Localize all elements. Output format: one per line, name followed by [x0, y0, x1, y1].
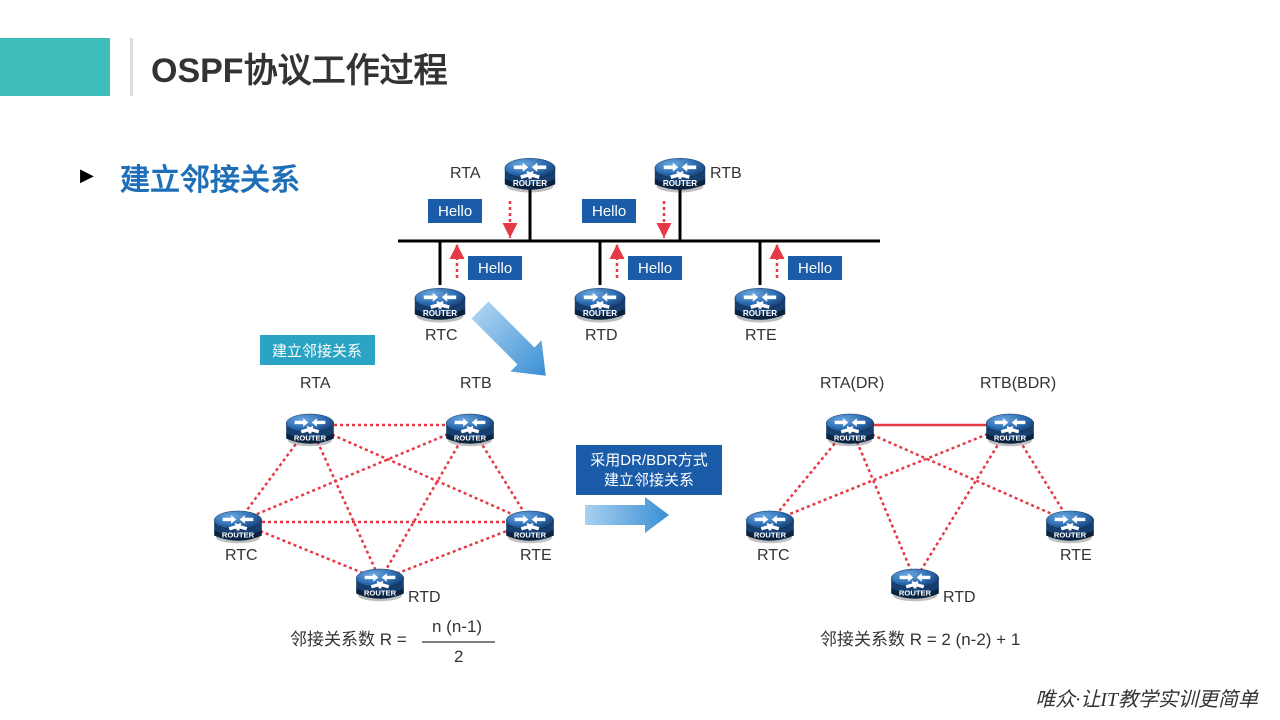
svg-text:RTC: RTC — [757, 547, 790, 564]
svg-text:Hello: Hello — [638, 260, 672, 277]
svg-text:ROUTER: ROUTER — [663, 179, 697, 188]
svg-text:ROUTER: ROUTER — [423, 309, 457, 318]
svg-text:ROUTER: ROUTER — [222, 530, 255, 539]
svg-text:邻接关系数 R = 2 (n-2) + 1: 邻接关系数 R = 2 (n-2) + 1 — [820, 630, 1020, 649]
svg-text:ROUTER: ROUTER — [294, 433, 327, 442]
svg-text:RTD: RTD — [408, 589, 441, 606]
diagram-canvas: ROUTER RTA Hello ROUTER RTB Hello ROUTER RTC Hel… — [0, 0, 1280, 720]
svg-text:ROUTER: ROUTER — [513, 179, 547, 188]
svg-text:n (n-1): n (n-1) — [432, 617, 482, 636]
svg-text:RTE: RTE — [1060, 547, 1092, 564]
svg-text:RTD: RTD — [585, 327, 618, 344]
svg-text:Hello: Hello — [438, 203, 472, 220]
svg-text:ROUTER: ROUTER — [364, 588, 397, 597]
svg-text:2: 2 — [454, 647, 463, 666]
svg-text:ROUTER: ROUTER — [583, 309, 617, 318]
svg-text:ROUTER: ROUTER — [994, 433, 1027, 442]
svg-text:ROUTER: ROUTER — [743, 309, 777, 318]
svg-text:RTC: RTC — [225, 547, 258, 564]
svg-text:ROUTER: ROUTER — [834, 433, 867, 442]
svg-text:RTE: RTE — [745, 327, 777, 344]
svg-text:ROUTER: ROUTER — [514, 530, 547, 539]
svg-text:建立邻接关系: 建立邻接关系 — [272, 343, 362, 360]
svg-text:RTB: RTB — [710, 165, 742, 182]
svg-text:Hello: Hello — [798, 260, 832, 277]
svg-text:RTB: RTB — [460, 375, 492, 392]
svg-text:RTE: RTE — [520, 547, 552, 564]
svg-text:RTA: RTA — [450, 165, 481, 182]
svg-text:RTD: RTD — [943, 589, 976, 606]
svg-text:邻接关系数 R =: 邻接关系数 R = — [290, 630, 407, 649]
svg-text:RTC: RTC — [425, 327, 458, 344]
svg-text:RTB(BDR): RTB(BDR) — [980, 375, 1056, 392]
footer-text: 唯众·让IT教学实训更简单 — [1035, 683, 1258, 712]
svg-text:ROUTER: ROUTER — [899, 588, 932, 597]
svg-text:Hello: Hello — [592, 203, 626, 220]
svg-text:Hello: Hello — [478, 260, 512, 277]
svg-text:ROUTER: ROUTER — [1054, 530, 1087, 539]
svg-text:RTA: RTA — [300, 375, 331, 392]
svg-text:ROUTER: ROUTER — [454, 433, 487, 442]
svg-text:RTA(DR): RTA(DR) — [820, 375, 884, 392]
svg-text:ROUTER: ROUTER — [754, 530, 787, 539]
svg-text:采用DR/BDR方式: 采用DR/BDR方式 — [590, 452, 708, 469]
svg-text:建立邻接关系: 建立邻接关系 — [604, 472, 694, 489]
